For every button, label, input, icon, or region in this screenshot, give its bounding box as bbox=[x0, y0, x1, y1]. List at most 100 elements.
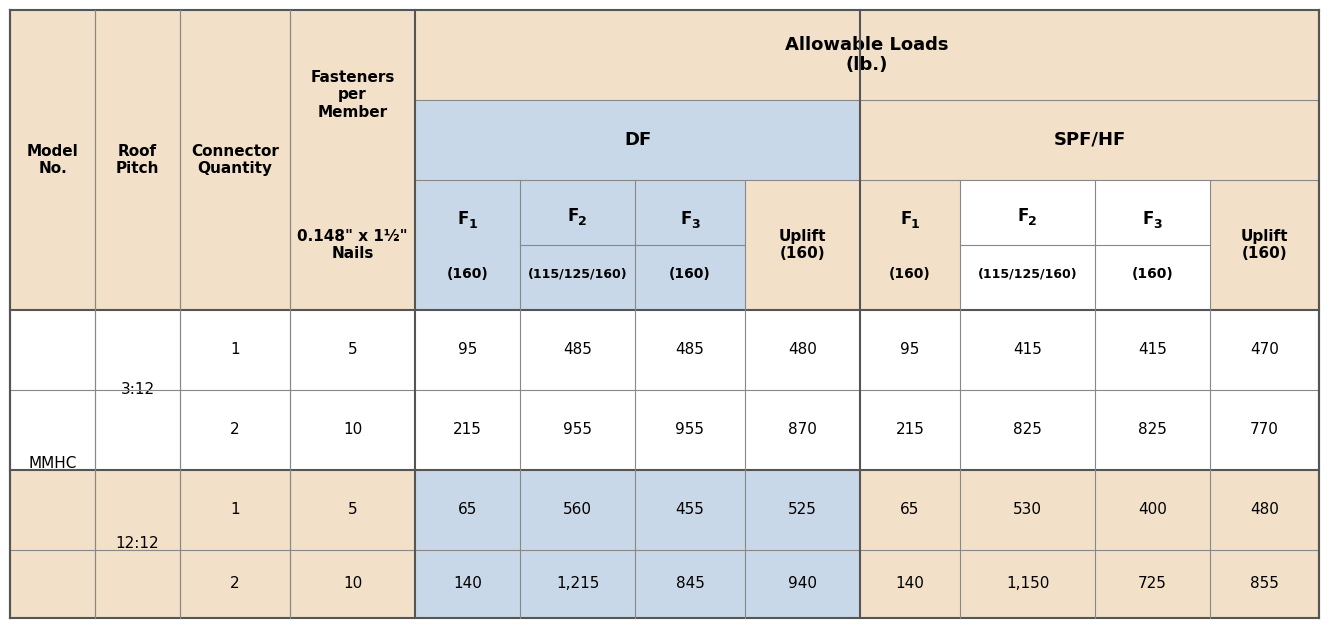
Bar bbox=[415, 550, 520, 618]
Bar bbox=[635, 310, 746, 390]
Bar bbox=[860, 390, 960, 470]
Text: 1: 1 bbox=[468, 217, 477, 230]
Text: (160): (160) bbox=[447, 267, 488, 281]
Bar bbox=[94, 470, 179, 550]
Text: 5: 5 bbox=[348, 502, 358, 517]
Text: Uplift
(160): Uplift (160) bbox=[779, 229, 827, 261]
Text: 65: 65 bbox=[900, 502, 920, 517]
Text: 955: 955 bbox=[675, 423, 704, 438]
Text: 65: 65 bbox=[457, 502, 477, 517]
Bar bbox=[960, 470, 1095, 550]
Bar bbox=[11, 470, 94, 550]
Bar bbox=[1209, 550, 1318, 618]
Bar bbox=[746, 470, 860, 550]
Text: F: F bbox=[1018, 207, 1029, 225]
Bar bbox=[960, 310, 1095, 390]
Text: DF: DF bbox=[623, 131, 651, 149]
Bar bbox=[1209, 390, 1318, 470]
Text: MMHC: MMHC bbox=[28, 457, 77, 472]
Bar bbox=[179, 550, 290, 618]
Text: (160): (160) bbox=[889, 267, 930, 281]
Bar bbox=[415, 310, 520, 390]
Bar bbox=[746, 180, 860, 310]
Text: 140: 140 bbox=[453, 577, 482, 592]
Text: 95: 95 bbox=[457, 342, 477, 357]
Text: (160): (160) bbox=[1131, 267, 1174, 281]
Bar bbox=[520, 180, 746, 310]
Text: 1: 1 bbox=[910, 217, 920, 230]
Text: 2: 2 bbox=[578, 215, 587, 228]
Bar bbox=[290, 390, 415, 470]
Text: 415: 415 bbox=[1013, 342, 1042, 357]
Bar bbox=[11, 390, 94, 470]
Bar bbox=[860, 470, 960, 550]
Bar bbox=[1095, 550, 1209, 618]
Bar bbox=[415, 10, 1318, 100]
Bar bbox=[1095, 470, 1209, 550]
Text: F: F bbox=[900, 210, 912, 228]
Text: 845: 845 bbox=[675, 577, 704, 592]
Text: Model
No.: Model No. bbox=[27, 144, 78, 176]
Bar bbox=[520, 390, 635, 470]
Bar bbox=[1095, 310, 1209, 390]
Text: 870: 870 bbox=[788, 423, 817, 438]
Bar bbox=[860, 100, 1318, 180]
Bar bbox=[960, 550, 1095, 618]
Bar bbox=[179, 310, 290, 390]
Bar bbox=[415, 180, 520, 310]
Bar bbox=[1209, 180, 1318, 310]
Bar bbox=[746, 550, 860, 618]
Text: 1: 1 bbox=[230, 342, 239, 357]
Bar bbox=[1209, 310, 1318, 390]
Bar bbox=[290, 470, 415, 550]
Bar bbox=[635, 390, 746, 470]
Text: Allowable Loads
(lb.): Allowable Loads (lb.) bbox=[785, 36, 949, 74]
Text: Roof
Pitch: Roof Pitch bbox=[116, 144, 159, 176]
Text: F: F bbox=[1143, 210, 1154, 228]
Bar bbox=[960, 390, 1095, 470]
Bar bbox=[11, 550, 94, 618]
Text: 560: 560 bbox=[563, 502, 591, 517]
Bar bbox=[746, 390, 860, 470]
Text: F: F bbox=[680, 210, 691, 228]
Bar bbox=[415, 390, 520, 470]
Bar bbox=[415, 470, 520, 550]
Text: 10: 10 bbox=[343, 577, 361, 592]
Bar bbox=[11, 10, 415, 310]
Bar bbox=[415, 100, 860, 180]
Text: 955: 955 bbox=[563, 423, 591, 438]
Text: 400: 400 bbox=[1138, 502, 1167, 517]
Text: 215: 215 bbox=[896, 423, 925, 438]
Text: 485: 485 bbox=[675, 342, 704, 357]
Text: 140: 140 bbox=[896, 577, 925, 592]
Bar bbox=[635, 550, 746, 618]
Text: (115/125/160): (115/125/160) bbox=[978, 267, 1078, 280]
Text: 770: 770 bbox=[1251, 423, 1278, 438]
Bar bbox=[1209, 470, 1318, 550]
Text: F: F bbox=[567, 207, 579, 225]
Bar bbox=[860, 310, 960, 390]
Text: 415: 415 bbox=[1138, 342, 1167, 357]
Text: 855: 855 bbox=[1251, 577, 1278, 592]
Bar bbox=[860, 550, 960, 618]
Bar bbox=[860, 180, 960, 310]
Text: Connector
Quantity: Connector Quantity bbox=[191, 144, 279, 176]
Text: 2: 2 bbox=[1029, 215, 1037, 228]
Text: F: F bbox=[457, 210, 469, 228]
Bar bbox=[94, 390, 179, 470]
Text: 2: 2 bbox=[230, 577, 239, 592]
Text: 940: 940 bbox=[788, 577, 817, 592]
Bar bbox=[746, 310, 860, 390]
Bar bbox=[520, 550, 635, 618]
Text: 215: 215 bbox=[453, 423, 482, 438]
Bar bbox=[11, 310, 94, 390]
Bar bbox=[960, 180, 1209, 310]
Text: Uplift
(160): Uplift (160) bbox=[1241, 229, 1288, 261]
Text: 95: 95 bbox=[900, 342, 920, 357]
Text: 10: 10 bbox=[343, 423, 361, 438]
Bar bbox=[635, 470, 746, 550]
Text: 470: 470 bbox=[1251, 342, 1278, 357]
Text: 5: 5 bbox=[348, 342, 358, 357]
Text: SPF/HF: SPF/HF bbox=[1054, 131, 1126, 149]
Text: 455: 455 bbox=[675, 502, 704, 517]
